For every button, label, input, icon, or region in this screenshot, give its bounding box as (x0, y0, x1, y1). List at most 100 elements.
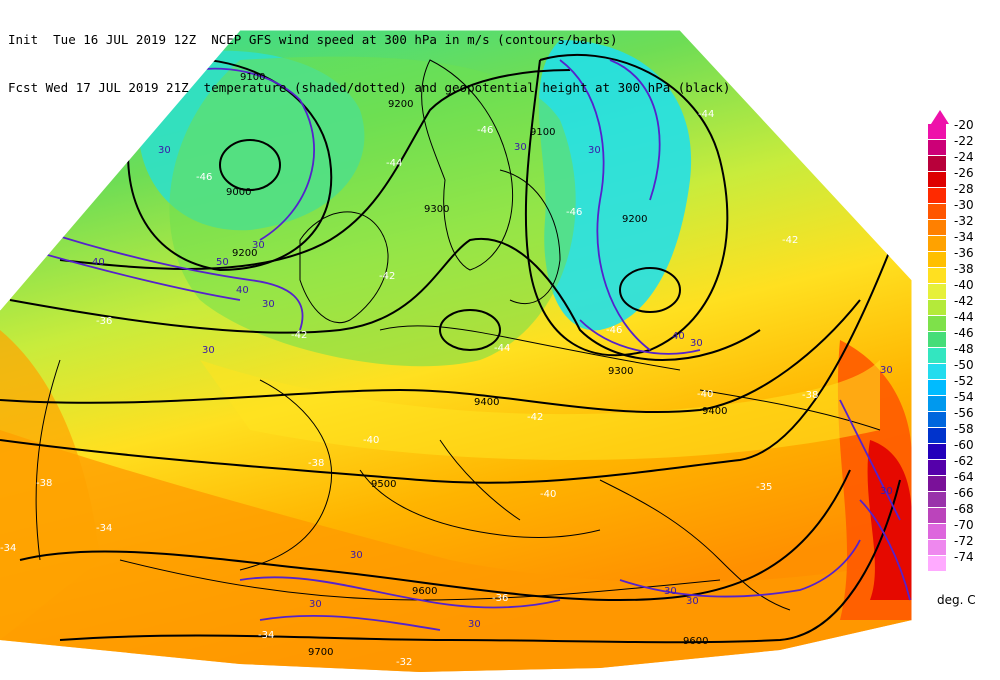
height-label: 9100 (530, 127, 555, 138)
temp-label: -34 (258, 630, 274, 641)
wind-label: 30 (880, 365, 893, 376)
height-label: 9600 (412, 586, 437, 597)
legend-swatch (928, 412, 946, 427)
legend-unit: deg. C (937, 593, 976, 607)
temp-label: -38 (308, 458, 324, 469)
legend-swatch (928, 332, 946, 347)
temp-label: -46 (566, 207, 582, 218)
legend-label: -74 (954, 550, 974, 564)
temp-label: -42 (527, 412, 543, 423)
legend-swatch (928, 364, 946, 379)
legend-swatch (928, 540, 946, 555)
legend-label: -72 (954, 534, 974, 548)
legend-label: -30 (954, 198, 974, 212)
temp-zone-warm-south (0, 430, 912, 672)
wind-label: 30 (252, 240, 265, 251)
legend-label: -54 (954, 390, 974, 404)
legend-label: -40 (954, 278, 974, 292)
wind-label: 30 (468, 619, 481, 630)
legend-label: -42 (954, 294, 974, 308)
legend-swatch (928, 396, 946, 411)
wind-label: 30 (350, 550, 363, 561)
temp-label: -34 (96, 523, 112, 534)
legend-swatch (928, 188, 946, 203)
temp-label: -40 (363, 435, 379, 446)
legend-label: -38 (954, 262, 974, 276)
legend-label: -48 (954, 342, 974, 356)
wind-label: 30 (880, 486, 893, 497)
legend-swatch (928, 492, 946, 507)
temp-label: -32 (396, 657, 412, 668)
temp-zone-warm-west (0, 330, 100, 640)
height-label: 9400 (474, 397, 499, 408)
legend-swatch (928, 124, 946, 139)
height-label: 9400 (702, 406, 727, 417)
legend-swatch (928, 220, 946, 235)
wind-label: 30 (588, 145, 601, 156)
temp-label: -36 (492, 593, 508, 604)
legend-label: -68 (954, 502, 974, 516)
height-label: 9200 (388, 99, 413, 110)
legend-swatch (928, 556, 946, 571)
legend-label: -24 (954, 150, 974, 164)
legend-label: -46 (954, 326, 974, 340)
temp-label: -46 (606, 325, 622, 336)
wind-label: 40 (92, 257, 105, 268)
legend-label: -52 (954, 374, 974, 388)
legend-label: -32 (954, 214, 974, 228)
temp-label: -46 (196, 172, 212, 183)
legend-label: -26 (954, 166, 974, 180)
legend-label: -66 (954, 486, 974, 500)
temp-zone-cold-east (538, 40, 692, 331)
legend-swatch (928, 236, 946, 251)
wind-label: 40 (672, 331, 685, 342)
legend-label: -64 (954, 470, 974, 484)
wind-label: 30 (686, 596, 699, 607)
legend-swatch (928, 172, 946, 187)
temp-label: -40 (697, 389, 713, 400)
height-label: 9600 (683, 636, 708, 647)
temp-label: -42 (379, 271, 395, 282)
temp-zone-mid-green (169, 56, 576, 367)
temp-label: -36 (96, 316, 112, 327)
height-label: 9300 (608, 366, 633, 377)
temp-label: -35 (756, 482, 772, 493)
temp-label: -46 (477, 125, 493, 136)
coastlines (35, 59, 881, 611)
legend-label: -44 (954, 310, 974, 324)
wind-label: 30 (309, 599, 322, 610)
wind-label: 40 (236, 285, 249, 296)
wind-label: 30 (664, 586, 677, 597)
temp-zone-yellow-central (200, 360, 880, 460)
temp-zone-hottest-east (867, 440, 912, 600)
temp-label: -44 (494, 343, 510, 354)
height-label: 9700 (308, 647, 333, 658)
wind-contours (29, 59, 911, 631)
wind-label: 30 (514, 142, 527, 153)
height-label: 9200 (232, 248, 257, 259)
legend-swatch (928, 460, 946, 475)
wind-label: 30 (158, 145, 171, 156)
temp-label: -44 (386, 158, 402, 169)
legend-swatch (928, 204, 946, 219)
legend-label: -28 (954, 182, 974, 196)
legend-label: -58 (954, 422, 974, 436)
height-label: 9300 (424, 204, 449, 215)
legend-label: -62 (954, 454, 974, 468)
legend-swatch (928, 268, 946, 283)
height-label: 9200 (622, 214, 647, 225)
temp-label: -42 (291, 330, 307, 341)
height-label: 9500 (371, 479, 396, 490)
map-header: Init Tue 16 JUL 2019 12Z NCEP GFS wind s… (8, 0, 730, 112)
legend-label: -56 (954, 406, 974, 420)
header-line-2: Fcst Wed 17 JUL 2019 21Z temperature (sh… (8, 80, 731, 95)
legend-label: -34 (954, 230, 974, 244)
wind-label: 30 (262, 299, 275, 310)
legend-swatch (928, 140, 946, 155)
temp-label: -38 (36, 478, 52, 489)
wind-label: 30 (690, 338, 703, 349)
temp-label: -38 (802, 390, 818, 401)
legend-swatch (928, 444, 946, 459)
height-label: 9100 (240, 72, 265, 83)
